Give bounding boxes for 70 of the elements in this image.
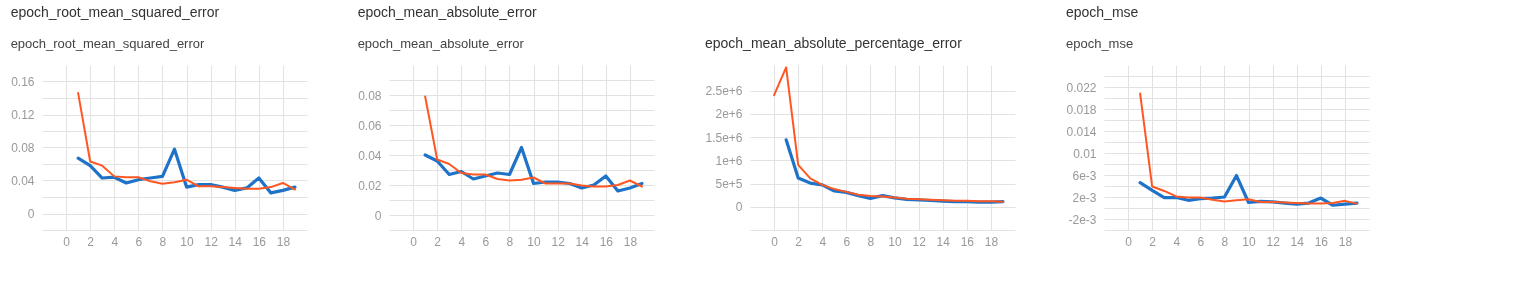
x-tick-label: 2	[87, 234, 95, 249]
x-tick-label: 8	[1221, 234, 1229, 249]
y-tick-label: 0.16	[11, 75, 35, 89]
y-tick-label: 0.04	[11, 174, 35, 188]
chart-subtitle: epoch_mse	[1065, 36, 1134, 51]
x-tick-label: 0	[63, 234, 71, 249]
x-tick-label: 8	[867, 234, 875, 249]
y-tick-label: 0.08	[358, 88, 382, 103]
chart-subtitle: epoch_root_mean_squared_error	[10, 36, 205, 51]
x-tick-label: 6	[135, 234, 143, 249]
x-tick-label: 12	[1266, 234, 1281, 249]
chart-title: epoch_root_mean_squared_error	[10, 4, 220, 20]
x-tick-label: 2	[1149, 234, 1157, 249]
y-tick-label: 6e-3	[1072, 168, 1097, 183]
y-tick-label: 0.06	[358, 118, 382, 133]
x-tick-label: 6	[843, 234, 851, 249]
x-tick-label: 8	[506, 234, 514, 249]
x-tick-label: 18	[1338, 234, 1353, 249]
x-tick-label: 18	[623, 234, 638, 249]
chart-title: epoch_mean_absolute_percentage_error	[704, 35, 963, 51]
x-tick-label: 14	[1290, 234, 1305, 249]
x-tick-label: 0	[1125, 234, 1133, 249]
x-tick-label: 2	[795, 234, 803, 249]
y-tick-label: 0.12	[11, 108, 35, 122]
x-tick-label: 4	[1173, 234, 1181, 249]
x-tick-label: 10	[888, 234, 903, 249]
x-tick-label: 14	[228, 234, 243, 249]
x-tick-label: 0	[410, 234, 418, 249]
x-tick-label: 0	[771, 234, 779, 249]
x-tick-label: 16	[599, 234, 614, 249]
y-tick-label: 0.01	[1073, 146, 1097, 161]
y-tick-label: 0.02	[358, 178, 382, 193]
x-tick-label: 14	[936, 234, 951, 249]
y-tick-label: 0.08	[11, 141, 35, 155]
y-tick-label: 0	[735, 200, 743, 215]
y-tick-label: 2e-3	[1072, 190, 1097, 205]
y-tick-label: 0	[374, 208, 382, 223]
x-tick-label: 14	[575, 234, 590, 249]
y-tick-label: 0.018	[1066, 102, 1097, 117]
x-tick-label: 18	[276, 234, 291, 249]
x-tick-label: 16	[1314, 234, 1329, 249]
x-tick-label: 2	[434, 234, 442, 249]
x-tick-label: 6	[1197, 234, 1205, 249]
x-tick-label: 10	[527, 234, 542, 249]
x-tick-label: 4	[458, 234, 466, 249]
y-tick-label: 2.5e+6	[705, 84, 743, 99]
y-tick-label: 0.014	[1066, 124, 1097, 139]
y-tick-label: 0.022	[1066, 80, 1097, 95]
y-tick-label: 0.04	[358, 148, 382, 163]
x-tick-label: 8	[159, 234, 167, 249]
y-tick-label: 5e+5	[715, 177, 743, 192]
x-tick-label: 6	[482, 234, 490, 249]
chart-subtitle: epoch_mean_absolute_error	[357, 36, 525, 51]
chart-title: epoch_mse	[1065, 4, 1139, 20]
x-tick-label: 16	[960, 234, 975, 249]
x-tick-label: 4	[111, 234, 119, 249]
x-tick-label: 4	[819, 234, 827, 249]
y-tick-label: 1e+6	[715, 153, 743, 168]
y-tick-label: -2e-3	[1068, 212, 1097, 227]
x-tick-label: 16	[252, 234, 267, 249]
x-tick-label: 12	[912, 234, 927, 249]
x-tick-label: 10	[1242, 234, 1257, 249]
x-tick-label: 12	[204, 234, 219, 249]
y-tick-label: 2e+6	[715, 107, 743, 122]
chart-title: epoch_mean_absolute_error	[357, 4, 537, 20]
x-tick-label: 18	[984, 234, 999, 249]
y-tick-label: 0	[27, 207, 35, 221]
x-tick-label: 10	[180, 234, 195, 249]
y-tick-label: 1.5e+6	[705, 130, 743, 145]
x-tick-label: 12	[551, 234, 566, 249]
